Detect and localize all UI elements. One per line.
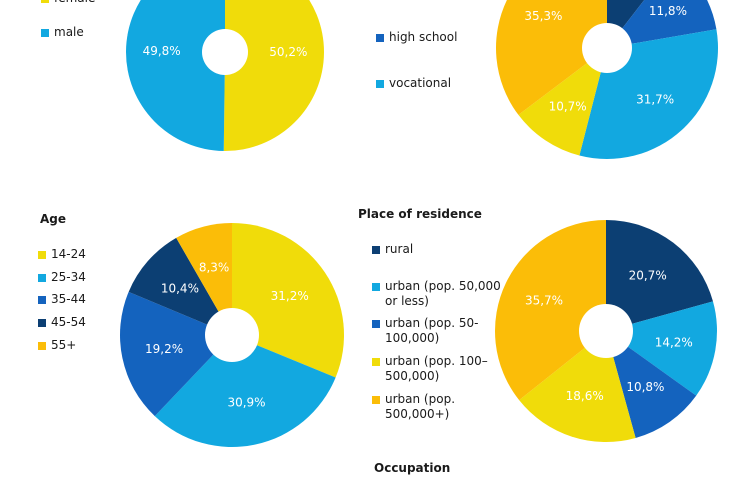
age-donut-hole [205,308,259,362]
gender-donut-hole [202,29,248,75]
residence-slice-label-1: 14,2% [655,336,693,350]
education-slice-0 [607,0,645,48]
age-slice-label-2: 19,2% [145,342,183,356]
gender-slice-1 [126,0,225,151]
education-slice-label-1: 11,8% [649,4,687,18]
legend-label-urban-500k-plus-line1: urban (pop. [385,392,456,406]
residence-slice-label-0: 20,7% [629,269,667,283]
age-slice-2 [119,291,232,417]
legend-swatch-age-14-24 [38,251,46,259]
gender-slice-label-0: 50,2% [269,45,307,59]
gender-pie: 50,2% 49,8% [126,0,325,151]
occupation-heading: Occupation [374,461,451,475]
legend-swatch-urban-500k-plus [372,396,380,404]
education-pie: 11,8% 31,7% 10,7% 35,3% [496,0,718,159]
legend-swatch-rural [372,246,380,254]
legend-label-age-14-24: 14-24 [51,247,86,261]
legend-label-rural: rural [385,242,414,256]
legend-swatch-age-55-plus [38,342,46,350]
legend-swatch-age-45-54 [38,319,46,327]
legend-swatch-male [41,29,49,37]
legend-item-age-14-24: 14-24 [38,247,128,262]
residence-slice-label-2: 10,8% [626,380,664,394]
legend-label-age-55-plus: 55+ [51,338,77,352]
legend-item-high-school: high school [376,30,486,45]
legend-label-male: male [54,25,84,39]
age-slice-3 [128,237,232,335]
residence-slice-0 [606,220,713,331]
legend-item-rural: rural [372,242,492,257]
age-slice-label-3: 10,4% [161,282,199,296]
legend-label-vocational: vocational [389,76,452,90]
education-donut-hole [582,23,632,73]
education-slice-1 [607,0,717,48]
legend-swatch-high-school [376,34,384,42]
residence-slice-1 [606,301,718,396]
age-pie: 31,2% 30,9% 19,2% 10,4%8,3% [119,223,344,448]
legend-item-urban-50k-or-less: urban (pop. 50,000 or less) [372,279,501,309]
legend-swatch-urban-50k-or-less [372,283,380,291]
residence-slice-label-4: 35,7% [525,294,563,308]
residence-slice-2 [606,331,697,438]
legend-swatch-urban-50-100k [372,320,380,328]
education-slice-label-4: 35,3% [524,9,562,23]
education-slice-label-2: 31,7% [636,93,674,107]
age-slice-0 [232,223,344,378]
legend-label-female: female [54,0,95,6]
legend-swatch-vocational [376,80,384,88]
legend-item-age-55-plus: 55+ [38,338,128,353]
age-slice-4 [176,223,232,335]
age-slice-1 [154,335,336,448]
legend-item-urban-100-500k: urban (pop. 100– 500,000) [372,354,492,384]
education-slice-4 [496,0,607,115]
legend-swatch-urban-100-500k [372,358,380,366]
legend-label-high-school: high school [389,30,458,44]
legend-label-age-25-34: 25-34 [51,270,86,284]
age-slice-label-0: 31,2% [271,289,309,303]
legend-item-urban-500k-plus: urban (pop. 500,000+) [372,392,492,422]
legend-item-age-35-44: 35-44 [38,292,128,307]
age-slice-label-4: 8,3% [199,260,230,274]
gender-slice-0 [223,0,325,151]
education-slice-3 [518,48,607,156]
gender-slice-label-1: 49,8% [143,44,181,58]
age-heading: Age [40,212,67,226]
legend-label-urban-50k-or-less-line1: urban (pop. 50,000 [385,279,501,293]
legend-label-urban-50-100k-line2: 100,000) [385,331,440,345]
residence-slice-3 [519,331,636,442]
legend-label-urban-50-100k-line1: urban (pop. 50- [385,316,479,330]
legend-label-age-35-44: 35-44 [51,292,86,306]
legend-swatch-age-35-44 [38,296,46,304]
age-slice-label-1: 30,9% [227,395,265,409]
legend-item-male: male [41,25,131,40]
legend-label-urban-100-500k-line1: urban (pop. 100– [385,354,488,368]
residence-heading: Place of residence [358,207,482,221]
legend-item-age-25-34: 25-34 [38,270,128,285]
legend-swatch-female [41,0,49,3]
legend-label-urban-500k-plus-line2: 500,000+) [385,407,450,421]
residence-pie: 20,7% 14,2% 10,8% 18,6% 35,7% [494,220,718,442]
legend-swatch-age-25-34 [38,274,46,282]
legend-label-age-45-54: 45-54 [51,315,86,329]
residence-slice-label-3: 18,6% [566,389,604,403]
legend-label-urban-50k-or-less-line2: or less) [385,294,429,308]
residence-donut-hole [579,304,633,358]
residence-slice-4 [494,220,606,401]
legend-label-urban-100-500k-line2: 500,000) [385,369,440,383]
legend-item-female: female [41,0,131,6]
legend-item-age-45-54: 45-54 [38,315,128,330]
education-slice-label-3: 10,7% [549,100,587,114]
legend-item-vocational: vocational [376,76,486,91]
legend-item-urban-50-100k: urban (pop. 50- 100,000) [372,316,492,346]
